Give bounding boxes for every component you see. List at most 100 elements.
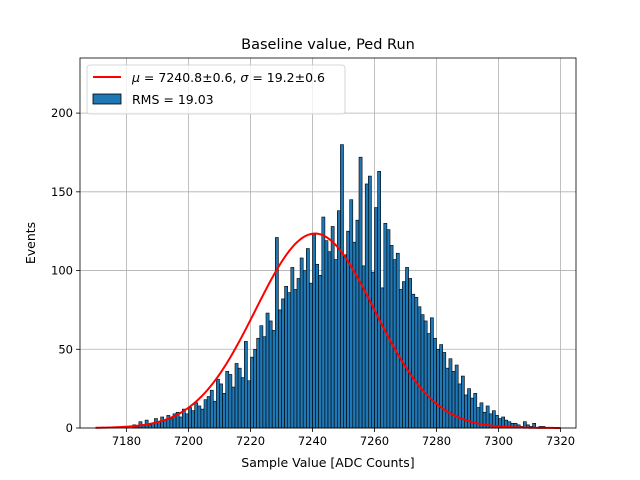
histogram-bar	[414, 297, 419, 429]
y-tick-label: 0	[66, 421, 73, 435]
histogram-bar	[268, 320, 273, 429]
histogram-bar	[340, 144, 344, 429]
histogram-bar	[222, 393, 227, 429]
histogram-bar	[265, 312, 270, 429]
y-axis-ticks: 0 50 100 150 200	[51, 106, 80, 435]
histogram-bar	[178, 416, 183, 429]
histogram-bar	[309, 282, 313, 429]
histogram-bar	[327, 251, 332, 429]
histogram-bar	[225, 371, 230, 429]
histogram-bar	[423, 320, 428, 429]
histogram-bar	[408, 278, 413, 429]
histogram-bar	[284, 285, 289, 429]
histogram-bar	[247, 380, 251, 429]
histogram-bar	[305, 248, 310, 429]
histogram-bar	[333, 259, 338, 429]
histogram-bar	[321, 216, 326, 429]
legend-fit-label: μ = 7240.8±0.6, σ = 19.2±0.6	[131, 70, 325, 85]
histogram-bar	[386, 229, 391, 429]
histogram-bar	[436, 348, 440, 429]
histogram-bar	[290, 267, 295, 429]
x-tick-label: 7320	[546, 434, 575, 448]
x-tick-label: 7280	[422, 434, 451, 448]
histogram-bar	[318, 274, 323, 429]
histogram-bar	[330, 226, 335, 429]
histogram-bar	[312, 234, 316, 429]
histogram-bar	[234, 363, 239, 429]
histogram-bar	[296, 278, 301, 429]
histogram-bar	[262, 336, 267, 429]
histogram-bar	[417, 306, 422, 429]
histogram-bar	[293, 289, 298, 429]
histogram-bar	[439, 344, 444, 429]
histogram-bar	[324, 240, 329, 429]
histogram-bar	[194, 402, 199, 429]
histogram-bar	[206, 396, 211, 429]
histogram-bar	[160, 416, 165, 429]
histogram-bar	[454, 364, 459, 429]
y-axis-label: Events	[23, 222, 38, 264]
histogram-bar	[355, 219, 360, 429]
histogram-bar	[188, 407, 192, 429]
histogram-bar	[451, 371, 456, 429]
histogram-bar	[299, 257, 304, 429]
histogram-bar	[358, 156, 363, 429]
histogram-bar	[429, 317, 434, 429]
histogram-bar	[250, 356, 254, 429]
histogram-bar	[445, 367, 450, 429]
x-tick-label: 7260	[360, 434, 389, 448]
x-tick-label: 7240	[298, 434, 327, 448]
x-axis-ticks: 7180 7200 7220 7240 7260 7280 7300 7320	[112, 428, 575, 448]
histogram-bar	[278, 309, 282, 429]
gaussian-fit-curve	[95, 232, 561, 429]
histogram-bar	[377, 171, 382, 429]
histogram-bar	[448, 358, 453, 429]
histogram-bar	[364, 183, 369, 429]
legend: μ = 7240.8±0.6, σ = 19.2±0.6 RMS = 19.03	[86, 64, 346, 115]
legend-box	[86, 64, 346, 115]
histogram-bar	[426, 333, 431, 429]
histogram-bar	[219, 383, 223, 429]
histogram-bar	[244, 341, 248, 429]
histogram-bar	[216, 378, 220, 429]
histogram-bar	[185, 413, 189, 429]
histogram-bar	[271, 330, 276, 429]
x-tick-label: 7180	[112, 434, 141, 448]
histogram-bar	[169, 418, 174, 429]
histogram-bar	[256, 337, 261, 429]
histogram-bar	[213, 400, 217, 429]
histogram-bar	[315, 263, 320, 429]
y-tick-label: 200	[51, 106, 73, 120]
x-axis-label: Sample Value [ADC Counts]	[241, 455, 414, 470]
histogram-bar	[383, 223, 388, 429]
y-tick-label: 50	[58, 342, 73, 356]
histogram-bar	[253, 348, 258, 429]
histogram-bar	[442, 352, 447, 429]
histogram-bar	[287, 292, 292, 429]
plot-frame	[79, 57, 577, 429]
legend-histogram-label: RMS = 19.03	[132, 92, 214, 107]
histogram-bar	[197, 405, 202, 429]
histogram-bar	[420, 314, 425, 429]
histogram-bar	[411, 293, 416, 429]
histogram-bar	[302, 270, 307, 429]
histogram-bar	[231, 386, 236, 429]
histogram-bar	[191, 410, 196, 429]
histogram-bar	[147, 424, 152, 429]
histogram-bar	[457, 383, 462, 429]
histogram-bar	[380, 287, 385, 429]
x-tick-label: 7220	[236, 434, 265, 448]
histogram-bar	[395, 252, 400, 429]
histogram-bar	[349, 199, 354, 429]
y-tick-label: 100	[51, 264, 73, 278]
histogram-bar	[371, 271, 375, 429]
histogram-bar	[200, 408, 205, 429]
histogram-bar	[389, 245, 394, 429]
histogram-bar	[336, 210, 341, 429]
histogram-bar	[402, 281, 406, 429]
histogram-bar	[240, 377, 245, 429]
x-tick-label: 7200	[174, 434, 203, 448]
histogram-bar	[259, 325, 264, 429]
legend-histogram-swatch	[92, 93, 122, 105]
